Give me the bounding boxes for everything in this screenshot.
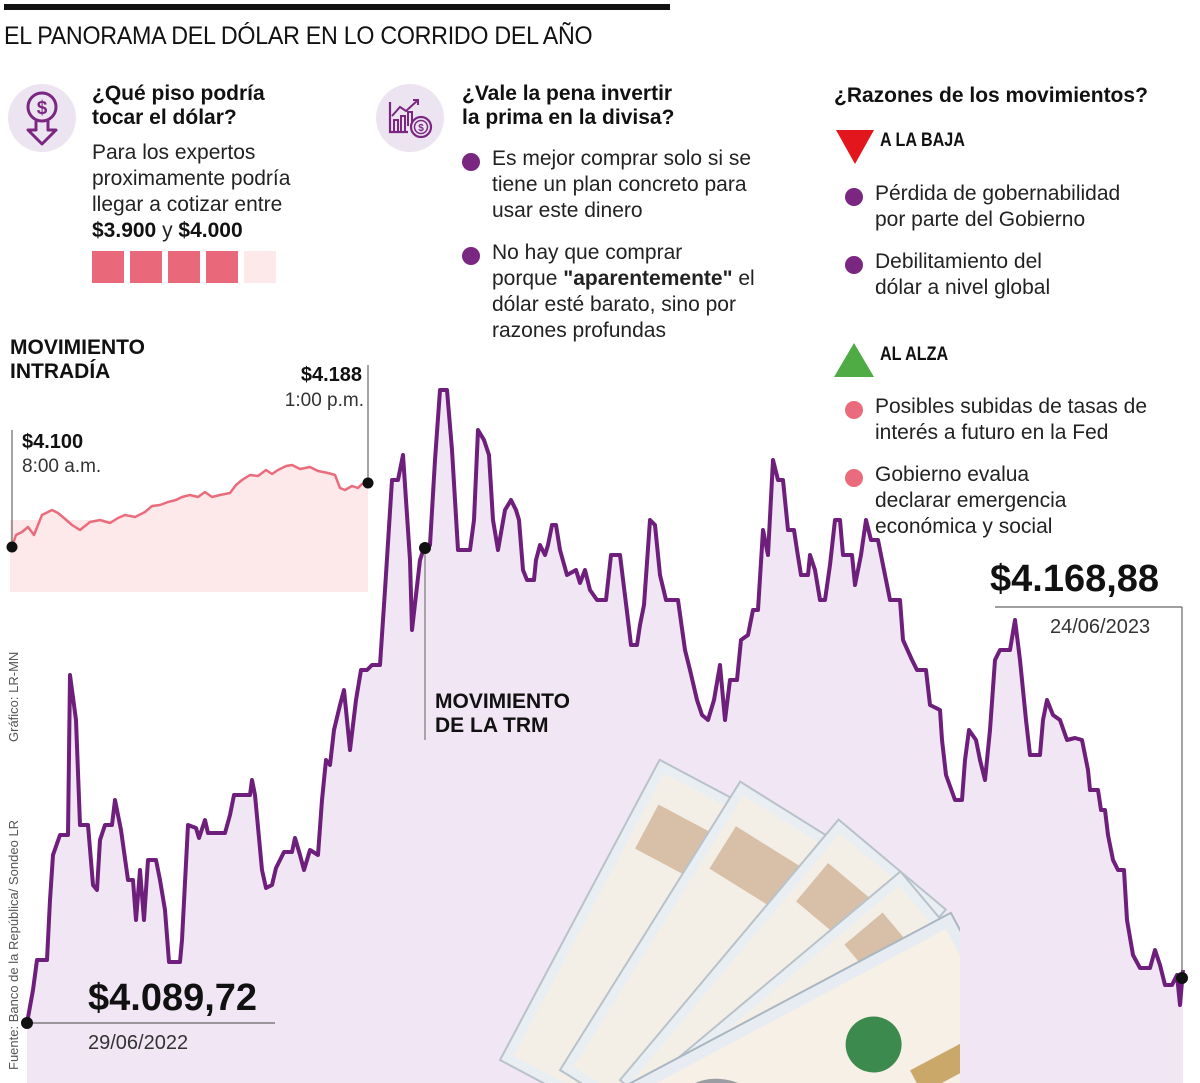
reason-line: por parte del Gobierno [875, 208, 1086, 231]
dollar-bills-illustration [498, 758, 960, 1083]
floor-range: $3.900 y $4.000 [92, 218, 290, 244]
bullet-line: tiene un plan concreto para [492, 173, 747, 196]
intraday-start-value: $4.100 [22, 431, 84, 453]
floor-text-line1: Para los expertos [92, 141, 256, 164]
banknote-5 [578, 911, 960, 1083]
page-title: EL PANORAMA DEL DÓLAR EN LO CORRIDO DEL … [4, 22, 593, 50]
trm-line [25, 388, 1185, 1024]
bullet-dot-icon [462, 153, 480, 171]
trm-start-date: 29/06/2022 [88, 1032, 189, 1054]
trm-end-value: $4.168,88 [990, 558, 1160, 600]
bullet-line: No hay que comprar [492, 241, 683, 264]
reason-line: Pérdida de gobernabilidad [875, 182, 1121, 205]
invest-question: ¿Vale la pena invertir la prima en la di… [462, 82, 674, 130]
intraday-start-time: 8:00 a.m. [22, 456, 102, 477]
indicator-square-filled [168, 251, 200, 283]
bullet-dot-icon [845, 256, 863, 274]
up-label: AL ALZA [880, 344, 949, 365]
trm-label: MOVIMIENTO DE LA TRM [435, 690, 570, 738]
intraday-line [10, 463, 369, 548]
down-reason-item: Debilitamiento del dólar a nivel global [845, 249, 1195, 301]
reason-line: Gobierno evalua [875, 463, 1030, 486]
intraday-area-fill [12, 465, 368, 592]
triangle-down-icon [836, 130, 874, 164]
bullet-dot-icon [845, 188, 863, 206]
reason-line: Posibles subidas de tasas de [875, 395, 1148, 418]
bullet-dot-icon [845, 469, 863, 487]
intraday-title-line2: INTRADÍA [10, 360, 111, 383]
floor-text: Para los expertos proximamente podría ll… [92, 140, 290, 244]
indicator-square-filled [92, 251, 124, 283]
bullet-dot-icon [462, 247, 480, 265]
invest-bullets: Es mejor comprar solo si se tiene un pla… [462, 146, 802, 360]
indicator-square-filled [206, 251, 238, 283]
intraday-end-time: 1:00 p.m. [284, 390, 364, 411]
intraday-start-dot [6, 541, 18, 553]
reason-line: interés a futuro en la Fed [875, 421, 1109, 444]
chart-coin-icon: $ [388, 99, 433, 139]
reason-line: económica y social [875, 515, 1053, 538]
triangle-up-icon [834, 343, 874, 377]
reason-line: Debilitamiento del [875, 250, 1042, 273]
trm-label-line2: DE LA TRM [435, 714, 549, 737]
invest-icon-circle: $ [376, 84, 444, 152]
intraday-end-value: $4.188 [300, 364, 362, 386]
trm-start-value: $4.089,72 [88, 977, 258, 1019]
trm-end-date: 24/06/2023 [1050, 616, 1151, 638]
down-label: A LA BAJA [880, 130, 965, 151]
indicator-square-empty [244, 251, 276, 283]
dollar-down-arrow-icon: $ [26, 91, 58, 146]
trm-label-line1: MOVIMIENTO [435, 690, 570, 713]
floor-question-line1: ¿Qué piso podría [92, 82, 265, 105]
source-credit: Fuente: Banco de la República/ Sondeo LR [6, 819, 21, 1070]
indicator-square-filled [130, 251, 162, 283]
bullet-emphasis: "aparentemente" [563, 267, 733, 290]
intraday-title: MOVIMIENTO INTRADÍA [10, 336, 145, 384]
reason-line: dólar a nivel global [875, 276, 1051, 299]
down-reasons-list: Pérdida de gobernabilidad por parte del … [845, 181, 1195, 317]
up-reasons-list: Posibles subidas de tasas de interés a f… [845, 394, 1195, 556]
invest-question-line2: la prima en la divisa? [462, 106, 675, 129]
bullet-text: el [732, 267, 755, 290]
floor-value-high: $4.000 [178, 219, 243, 242]
floor-value-low: $3.900 [92, 219, 157, 242]
floor-icon-circle: $ [8, 84, 76, 152]
floor-question-line2: tocar el dólar? [92, 106, 237, 129]
intraday-title-line1: MOVIMIENTO [10, 336, 145, 359]
intraday-end-dot [362, 477, 374, 489]
bullet-line: dólar esté barato, sino por [492, 293, 736, 316]
reason-line: declarar emergencia [875, 489, 1067, 512]
trm-end-dot [1176, 972, 1188, 984]
floor-question: ¿Qué piso podría tocar el dólar? [92, 82, 265, 130]
graphic-credit: Gráfico: LR-MN [6, 651, 21, 742]
up-reason-item: Gobierno evalua declarar emergencia econ… [845, 462, 1195, 540]
bullet-line: Es mejor comprar solo si se [492, 147, 752, 170]
floor-indicator-squares [92, 251, 276, 283]
floor-connector: y [162, 219, 173, 242]
up-reason-item: Posibles subidas de tasas de interés a f… [845, 394, 1195, 446]
reasons-title: ¿Razones de los movimientos? [834, 84, 1148, 107]
bullet-line: usar este dinero [492, 199, 643, 222]
invest-bullet-item: No hay que comprar porque "aparentemente… [462, 240, 802, 344]
invest-question-line1: ¿Vale la pena invertir [462, 82, 673, 105]
bullet-dot-icon [845, 401, 863, 419]
bullet-line: razones profundas [492, 319, 666, 342]
svg-text:$: $ [418, 123, 424, 134]
down-reason-item: Pérdida de gobernabilidad por parte del … [845, 181, 1195, 233]
title-rule [4, 4, 670, 10]
floor-text-line3: llegar a cotizar entre [92, 193, 283, 216]
trm-start-dot [21, 1017, 33, 1029]
invest-bullet-item: Es mejor comprar solo si se tiene un pla… [462, 146, 802, 224]
floor-text-line2: proximamente podría [92, 167, 291, 190]
trm-pointer-dot [419, 542, 431, 554]
bullet-text: porque [492, 267, 564, 290]
bullet-line: porque "aparentemente" el [492, 266, 802, 292]
svg-text:$: $ [37, 98, 48, 119]
